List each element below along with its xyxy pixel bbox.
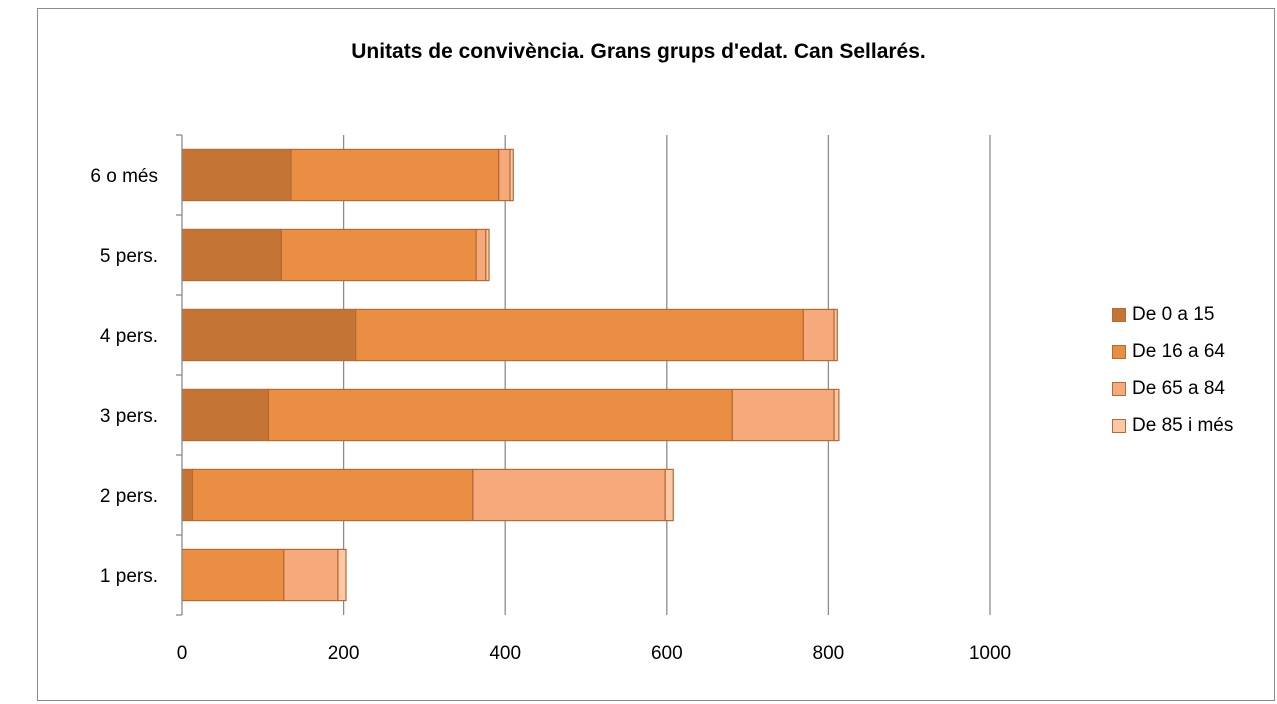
legend-item: De 65 a 84 bbox=[1112, 377, 1233, 401]
y-category-label: 1 pers. bbox=[100, 566, 158, 587]
bar-4-pers--series-3 bbox=[833, 308, 838, 362]
bar-5-pers--series-1 bbox=[280, 228, 477, 282]
x-tick-label: 800 bbox=[813, 643, 845, 664]
y-category-label: 5 pers. bbox=[100, 246, 158, 267]
bar-3-pers--series-3 bbox=[833, 388, 840, 442]
chart-title: Unitats de convivència. Grans grups d'ed… bbox=[351, 40, 926, 63]
bar-3-pers--series-1 bbox=[267, 388, 733, 442]
legend-item: De 0 a 15 bbox=[1112, 303, 1233, 327]
y-category-label: 2 pers. bbox=[100, 486, 158, 507]
bar-1-pers--series-1 bbox=[181, 548, 285, 602]
bar-6-o-m-s-series-0 bbox=[181, 148, 292, 202]
x-tick-label: 0 bbox=[177, 643, 188, 664]
bar-4-pers--series-1 bbox=[355, 308, 804, 362]
bar-6-o-m-s-series-3 bbox=[509, 148, 514, 202]
bar-2-pers--series-0 bbox=[181, 468, 194, 522]
legend-swatch bbox=[1112, 419, 1126, 433]
bar-2-pers--series-3 bbox=[664, 468, 674, 522]
legend-item: De 85 i més bbox=[1112, 414, 1233, 438]
y-category-label: 3 pers. bbox=[100, 406, 158, 427]
y-category-label: 6 o més bbox=[90, 166, 158, 187]
x-tick-label: 1000 bbox=[969, 643, 1011, 664]
bar-5-pers--series-2 bbox=[475, 228, 487, 282]
legend-label: De 16 a 64 bbox=[1132, 341, 1225, 362]
legend-swatch bbox=[1112, 308, 1126, 322]
bar-1-pers--series-2 bbox=[283, 548, 339, 602]
bar-6-o-m-s-series-1 bbox=[290, 148, 500, 202]
legend-swatch bbox=[1112, 382, 1126, 396]
legend-label: De 85 i més bbox=[1132, 415, 1234, 436]
bar-4-pers--series-0 bbox=[181, 308, 357, 362]
x-tick-label: 600 bbox=[651, 643, 683, 664]
bar-3-pers--series-0 bbox=[181, 388, 270, 442]
legend-label: De 0 a 15 bbox=[1132, 304, 1215, 325]
legend: De 0 a 15 De 16 a 64 De 65 a 84 De 85 i més bbox=[1112, 303, 1233, 451]
bar-2-pers--series-2 bbox=[472, 468, 666, 522]
y-category-label: 4 pers. bbox=[100, 326, 158, 347]
bar-2-pers--series-1 bbox=[191, 468, 474, 522]
bar-6-o-m-s-series-2 bbox=[498, 148, 511, 202]
bar-3-pers--series-2 bbox=[731, 388, 835, 442]
x-tick-label: 400 bbox=[489, 643, 521, 664]
x-tick-label: 200 bbox=[328, 643, 360, 664]
bar-5-pers--series-3 bbox=[485, 228, 490, 282]
legend-label: De 65 a 84 bbox=[1132, 378, 1225, 399]
bar-5-pers--series-0 bbox=[181, 228, 282, 282]
bar-4-pers--series-2 bbox=[802, 308, 835, 362]
legend-swatch bbox=[1112, 345, 1126, 359]
legend-item: De 16 a 64 bbox=[1112, 340, 1233, 364]
bar-1-pers--series-3 bbox=[337, 548, 347, 602]
